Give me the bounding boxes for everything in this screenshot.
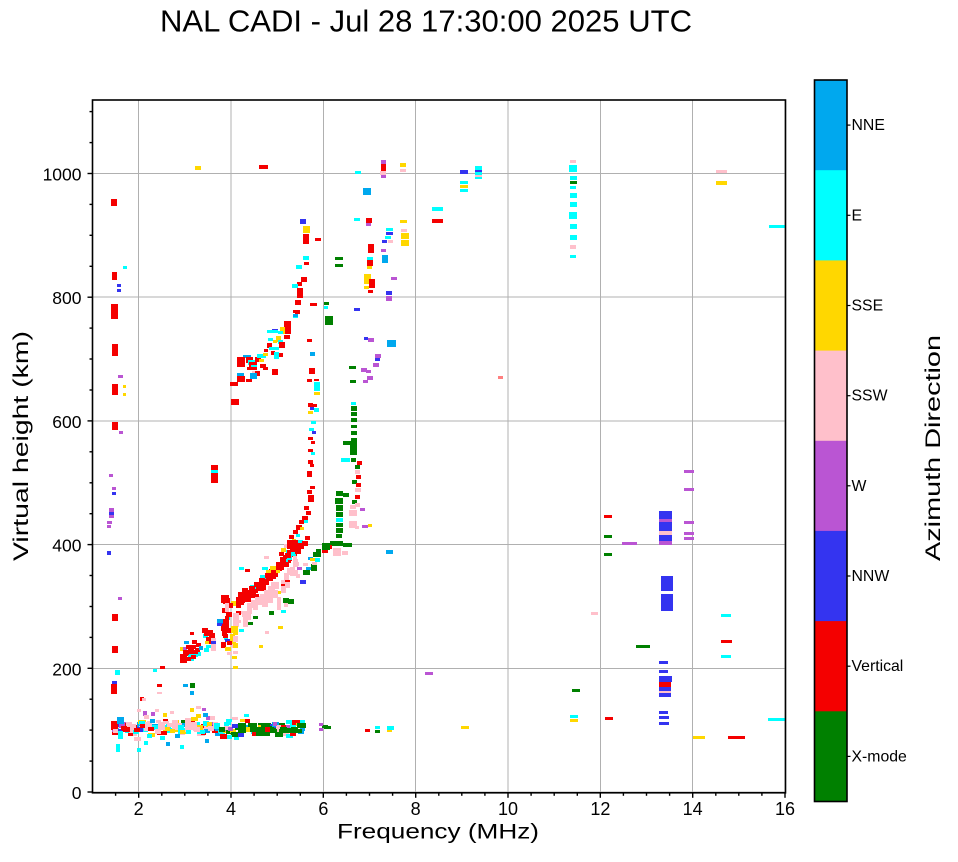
svg-text:NAL CADI - Jul 28 17:30:00 202: NAL CADI - Jul 28 17:30:00 2025 UTC xyxy=(160,4,692,39)
svg-text:12: 12 xyxy=(590,799,610,819)
svg-text:Azimuth Direction: Azimuth Direction xyxy=(922,335,945,561)
svg-text:X-mode: X-mode xyxy=(852,748,908,765)
svg-text:400: 400 xyxy=(52,536,81,556)
svg-text:10: 10 xyxy=(498,799,518,819)
svg-text:E: E xyxy=(852,207,863,224)
svg-text:0: 0 xyxy=(72,783,82,803)
svg-text:NNE: NNE xyxy=(852,117,885,134)
svg-text:Vertical: Vertical xyxy=(852,658,904,675)
svg-text:8: 8 xyxy=(411,799,421,819)
svg-text:4: 4 xyxy=(226,799,236,819)
svg-text:W: W xyxy=(852,478,867,495)
svg-text:Virtual height (km): Virtual height (km) xyxy=(10,331,33,561)
svg-text:200: 200 xyxy=(52,659,81,679)
svg-text:14: 14 xyxy=(683,799,703,819)
svg-text:SSW: SSW xyxy=(852,388,888,405)
svg-text:1000: 1000 xyxy=(43,165,82,185)
svg-text:16: 16 xyxy=(775,799,795,819)
svg-text:SSE: SSE xyxy=(852,298,884,315)
svg-text:2: 2 xyxy=(134,799,144,819)
svg-text:600: 600 xyxy=(52,412,81,432)
svg-text:Frequency (MHz): Frequency (MHz) xyxy=(337,821,539,844)
svg-text:6: 6 xyxy=(318,799,328,819)
svg-text:800: 800 xyxy=(52,288,81,308)
svg-text:NNW: NNW xyxy=(852,568,890,585)
